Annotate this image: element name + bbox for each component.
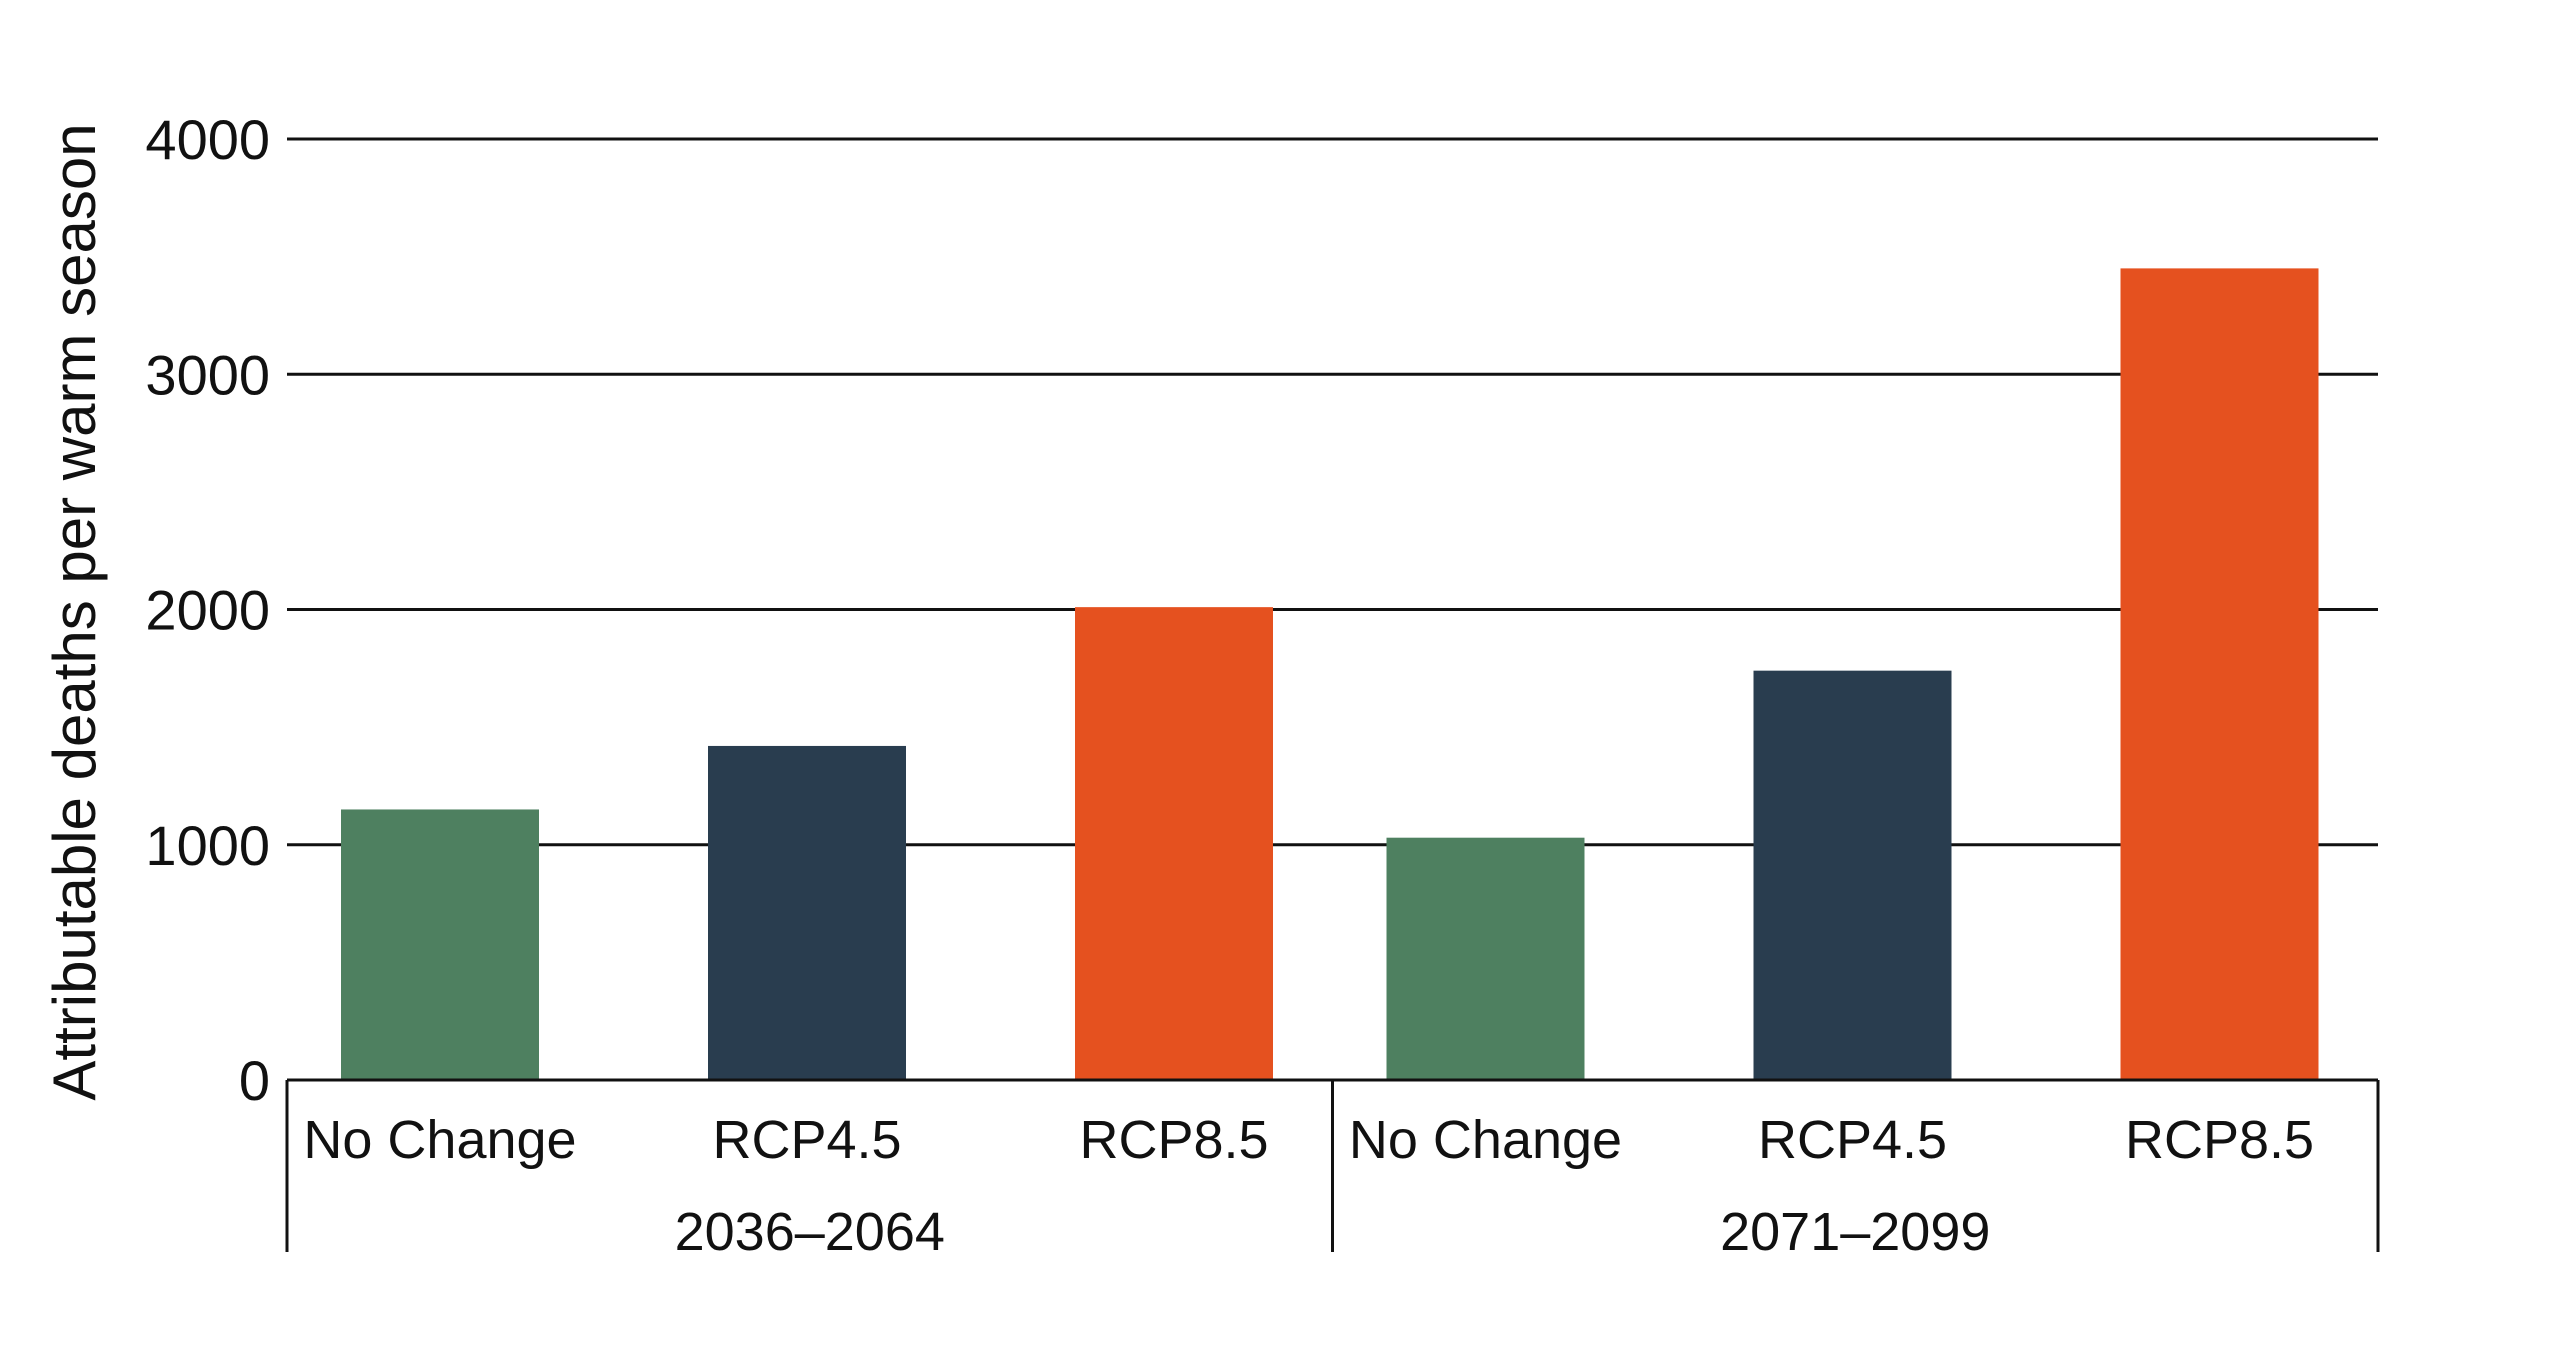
category-label: RCP8.5 xyxy=(2125,1110,2314,1170)
category-label: RCP4.5 xyxy=(1758,1110,1947,1170)
y-tick-label: 0 xyxy=(239,1049,270,1112)
category-labels: No Change RCP4.5 RCP8.5 2036–2064 No Change R… xyxy=(303,1110,2314,1262)
category-label: RCP8.5 xyxy=(1079,1110,1268,1170)
group-label: 2071–2099 xyxy=(1720,1202,1990,1262)
bar-no-change-group-2 xyxy=(1386,837,1585,1080)
category-label: No Change xyxy=(303,1110,576,1170)
category-axis xyxy=(285,1078,2380,1252)
y-tick-label: 2000 xyxy=(145,579,270,642)
bar-rcp8-5-group-1 xyxy=(1075,607,1273,1080)
bar-rcp4-5-group-1 xyxy=(708,745,906,1080)
bar-rcp8-5-group-2 xyxy=(2120,268,2319,1080)
y-axis-ticks: 0 1000 2000 3000 4000 xyxy=(145,108,270,1112)
y-tick-label: 1000 xyxy=(145,814,270,877)
group-label: 2036–2064 xyxy=(675,1202,945,1262)
y-axis-title: Attributable deaths per warm season xyxy=(41,123,108,1100)
category-label: RCP4.5 xyxy=(712,1110,901,1170)
y-tick-label: 4000 xyxy=(145,108,270,171)
bar-rcp4-5-group-2 xyxy=(1753,670,1952,1080)
category-label: No Change xyxy=(1349,1110,1622,1170)
gridlines xyxy=(287,137,2378,847)
bar-no-change-group-1 xyxy=(341,809,539,1080)
y-tick-label: 3000 xyxy=(145,343,270,406)
bars xyxy=(341,268,2319,1080)
